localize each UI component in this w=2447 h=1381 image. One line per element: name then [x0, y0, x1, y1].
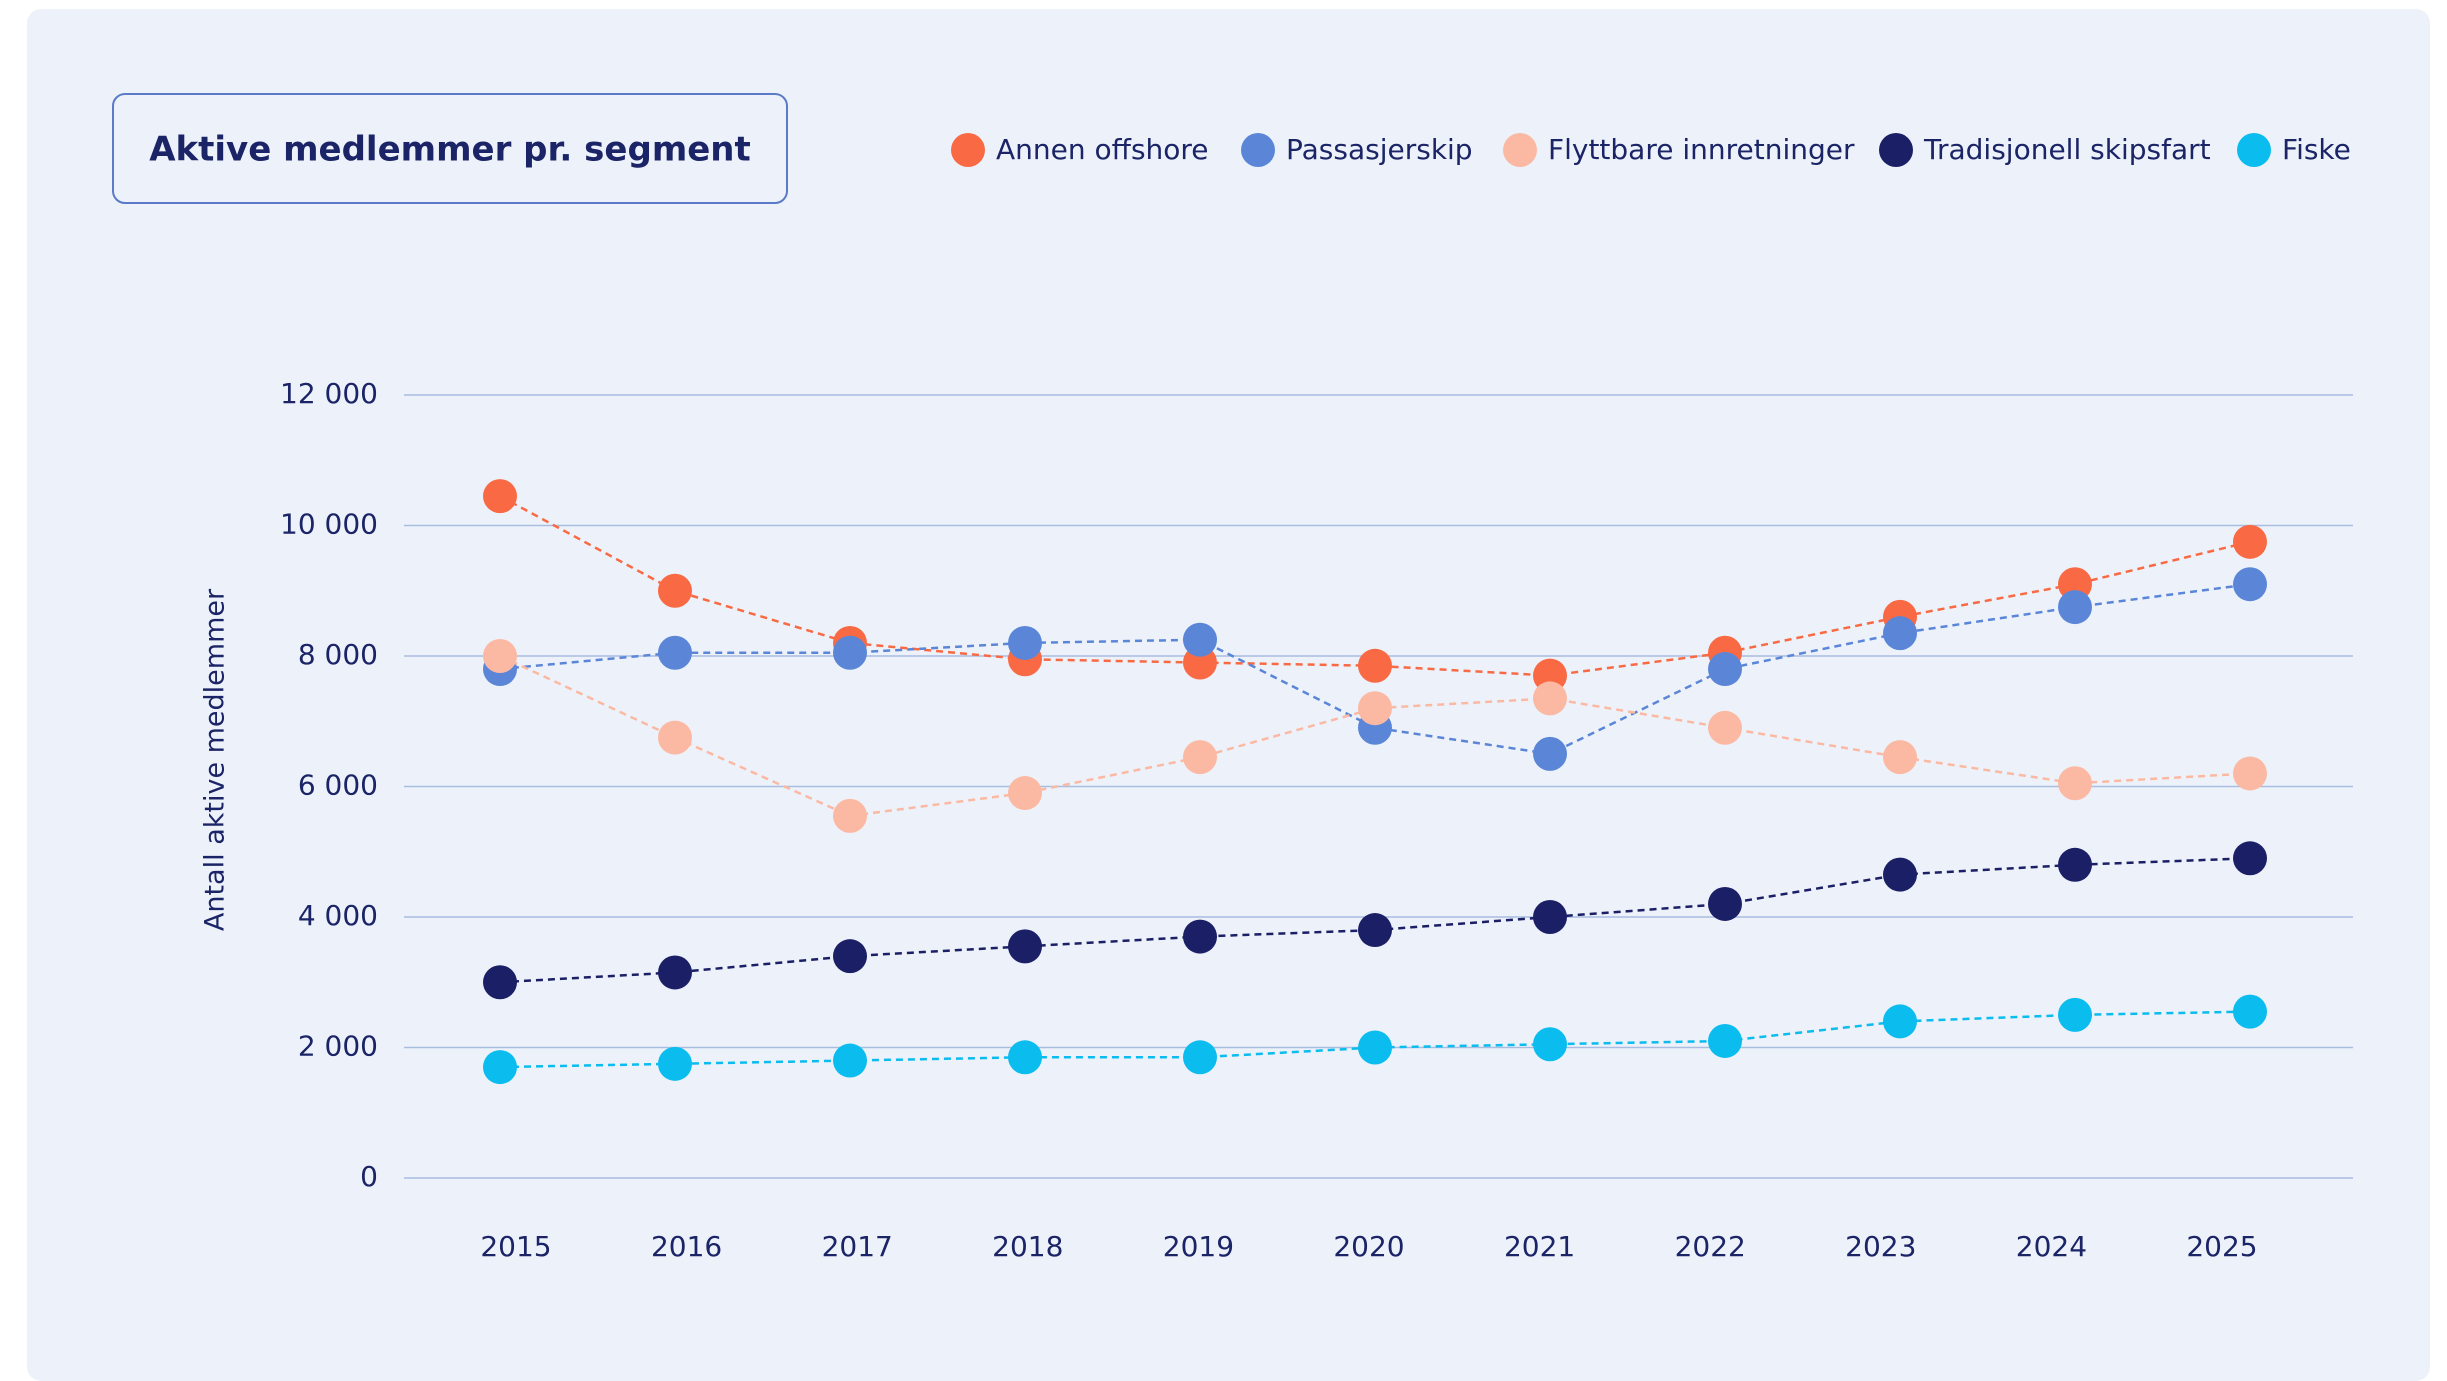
data-point: [2233, 841, 2267, 876]
data-point: [1533, 681, 1567, 716]
data-point: [1883, 616, 1917, 651]
data-point: [1008, 1040, 1042, 1075]
data-point: [483, 1050, 517, 1085]
x-tick-label: 2016: [651, 1230, 722, 1263]
data-point: [2233, 567, 2267, 602]
x-tick-label: 2021: [1504, 1230, 1575, 1263]
data-point: [658, 720, 692, 755]
y-axis-label: Antall aktive medlemmer: [200, 588, 231, 931]
card: [27, 9, 2430, 1381]
legend-marker: [1879, 133, 1913, 167]
data-point: [1008, 929, 1042, 964]
data-point: [658, 635, 692, 670]
legend-marker: [1503, 133, 1537, 167]
data-point: [658, 1046, 692, 1081]
data-point: [1008, 625, 1042, 660]
data-point: [1883, 857, 1917, 892]
x-tick-label: 2022: [1675, 1230, 1746, 1263]
x-tick-label: 2019: [1163, 1230, 1234, 1263]
data-point: [2233, 756, 2267, 791]
data-point: [2058, 847, 2092, 882]
data-point: [2058, 766, 2092, 801]
data-point: [1183, 1040, 1217, 1075]
data-point: [1533, 900, 1567, 934]
data-point: [1708, 1023, 1742, 1058]
y-tick-label: 8 000: [298, 638, 378, 671]
data-point: [1708, 710, 1742, 745]
y-tick-label: 10 000: [280, 508, 378, 541]
data-point: [2233, 524, 2267, 559]
title-box: [112, 93, 788, 204]
data-point: [2233, 994, 2267, 1029]
data-point: [1008, 776, 1042, 811]
data-point: [1533, 1027, 1567, 1062]
data-point: [833, 1043, 867, 1078]
x-tick-label: 2025: [2186, 1230, 2257, 1263]
data-point: [1708, 886, 1742, 921]
x-tick-label: 2015: [480, 1230, 551, 1263]
data-point: [658, 573, 692, 608]
data-point: [483, 965, 517, 1000]
data-point: [833, 798, 867, 833]
x-tick-label: 2018: [992, 1230, 1063, 1263]
data-point: [2058, 590, 2092, 625]
data-point: [1358, 1030, 1392, 1065]
legend-label: Annen offshore: [996, 133, 1209, 166]
legend-marker: [2237, 133, 2271, 167]
series-line: [499, 1010, 2251, 1069]
data-point: [1883, 740, 1917, 775]
chart-title: Aktive medlemmer pr. segment: [149, 130, 751, 170]
y-tick-label: 2 000: [298, 1030, 378, 1063]
data-point: [1883, 1004, 1917, 1039]
data-point: [1358, 913, 1392, 948]
data-point: [1183, 622, 1217, 657]
y-tick-label: 6 000: [298, 769, 378, 802]
legend-label: Passasjerskip: [1286, 133, 1473, 166]
data-point: [1358, 648, 1392, 683]
x-tick-label: 2023: [1845, 1230, 1916, 1263]
data-point: [658, 955, 692, 990]
series-line: [499, 582, 2251, 756]
y-tick-label: 0: [360, 1160, 378, 1193]
data-point: [833, 939, 867, 974]
data-point: [1708, 652, 1742, 687]
data-point: [483, 639, 517, 673]
data-point: [2058, 997, 2092, 1032]
data-point: [833, 635, 867, 670]
y-tick-label: 12 000: [280, 377, 378, 410]
data-point: [1533, 736, 1567, 771]
legend-marker: [1241, 133, 1275, 167]
legend-label: Tradisjonell skipsfart: [1923, 133, 2211, 166]
data-point: [1358, 691, 1392, 726]
legend-label: Fiske: [2282, 133, 2351, 166]
data-point: [483, 479, 517, 514]
x-tick-label: 2017: [822, 1230, 893, 1263]
legend-label: Flyttbare innretninger: [1548, 133, 1855, 166]
y-tick-label: 4 000: [298, 899, 378, 932]
legend-marker: [951, 133, 985, 167]
data-point: [1183, 740, 1217, 775]
x-tick-label: 2024: [2016, 1230, 2087, 1263]
x-tick-label: 2020: [1333, 1230, 1404, 1263]
data-point: [1183, 919, 1217, 954]
